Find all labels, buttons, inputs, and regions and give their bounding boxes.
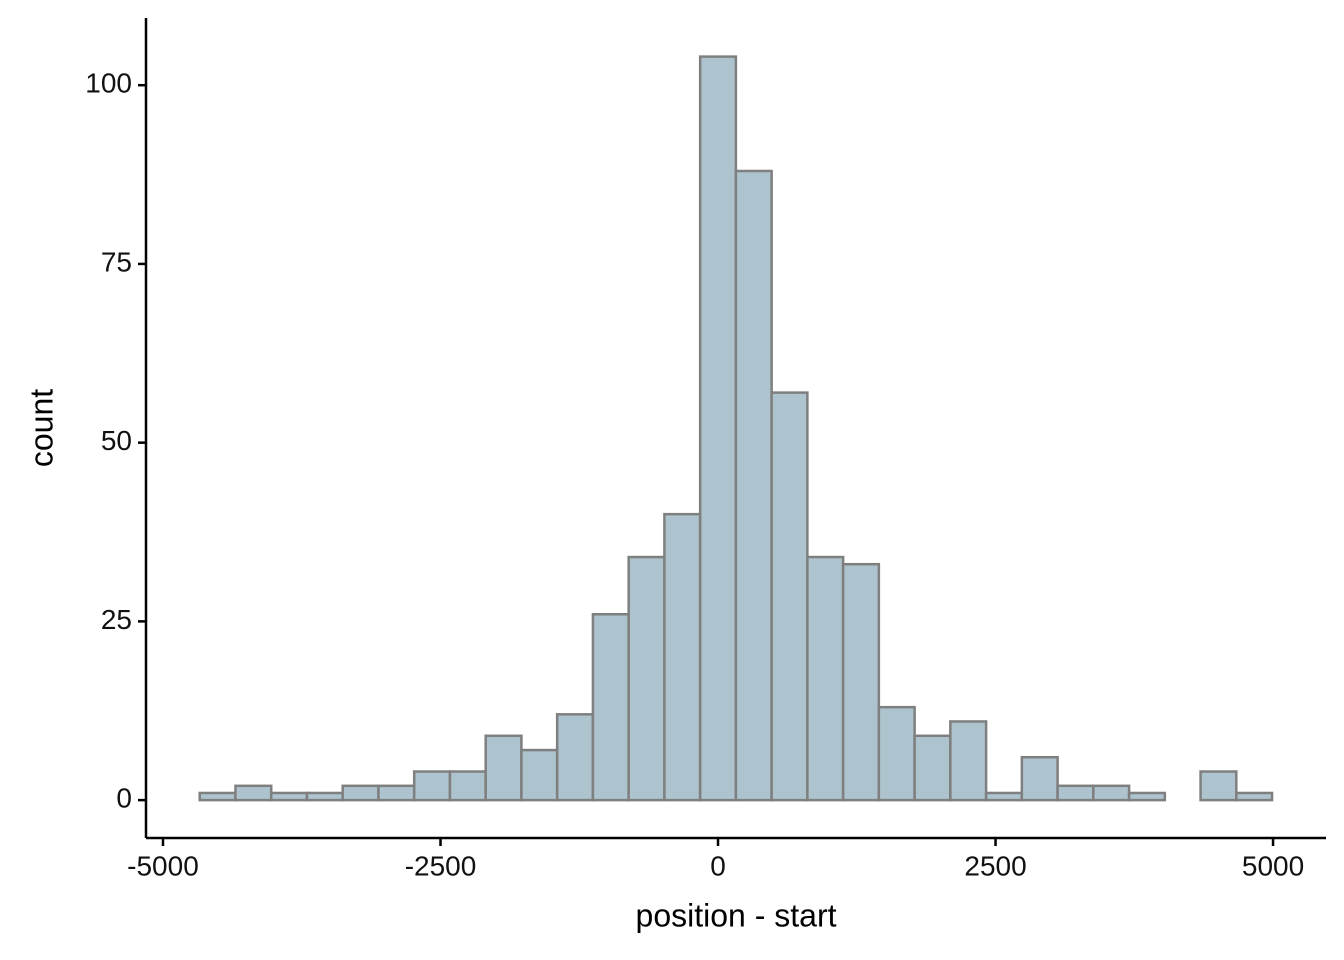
x-tick-label: 0	[710, 850, 726, 881]
bar	[913, 734, 952, 802]
x-tick-label: -2500	[405, 850, 477, 881]
bar	[734, 169, 773, 802]
y-tick-label: 0	[116, 783, 132, 814]
bar	[984, 791, 1024, 802]
bar	[806, 555, 845, 802]
bar	[663, 512, 702, 802]
y-tick-label: 75	[101, 246, 132, 277]
bar	[877, 705, 916, 802]
y-tick-label: 100	[85, 68, 132, 99]
x-tick-label: 5000	[1242, 850, 1304, 881]
bar	[412, 770, 452, 802]
bar	[1199, 770, 1238, 802]
bar	[1127, 791, 1167, 802]
y-tick-label: 50	[101, 425, 132, 456]
bar	[1056, 784, 1095, 802]
x-tick-label: -5000	[127, 850, 199, 881]
bar	[1092, 784, 1131, 802]
bar	[198, 791, 237, 802]
bar	[484, 734, 523, 802]
bar	[591, 612, 630, 802]
bar	[269, 791, 309, 802]
bar	[770, 391, 809, 802]
bar	[627, 555, 666, 802]
bar	[341, 784, 380, 802]
y-axis-title: count	[23, 389, 59, 467]
bar	[448, 770, 487, 802]
bar	[698, 55, 738, 802]
bar	[841, 562, 881, 802]
y-tick-label: 25	[101, 604, 132, 635]
bar	[305, 791, 344, 802]
bar	[377, 784, 416, 802]
bar	[520, 748, 559, 802]
bar	[1020, 755, 1059, 802]
bar	[234, 784, 273, 802]
bar	[555, 713, 595, 802]
bar	[1235, 791, 1274, 802]
x-axis-title: position - start	[636, 897, 837, 933]
bar	[949, 720, 988, 802]
x-tick-label: 2500	[964, 850, 1026, 881]
